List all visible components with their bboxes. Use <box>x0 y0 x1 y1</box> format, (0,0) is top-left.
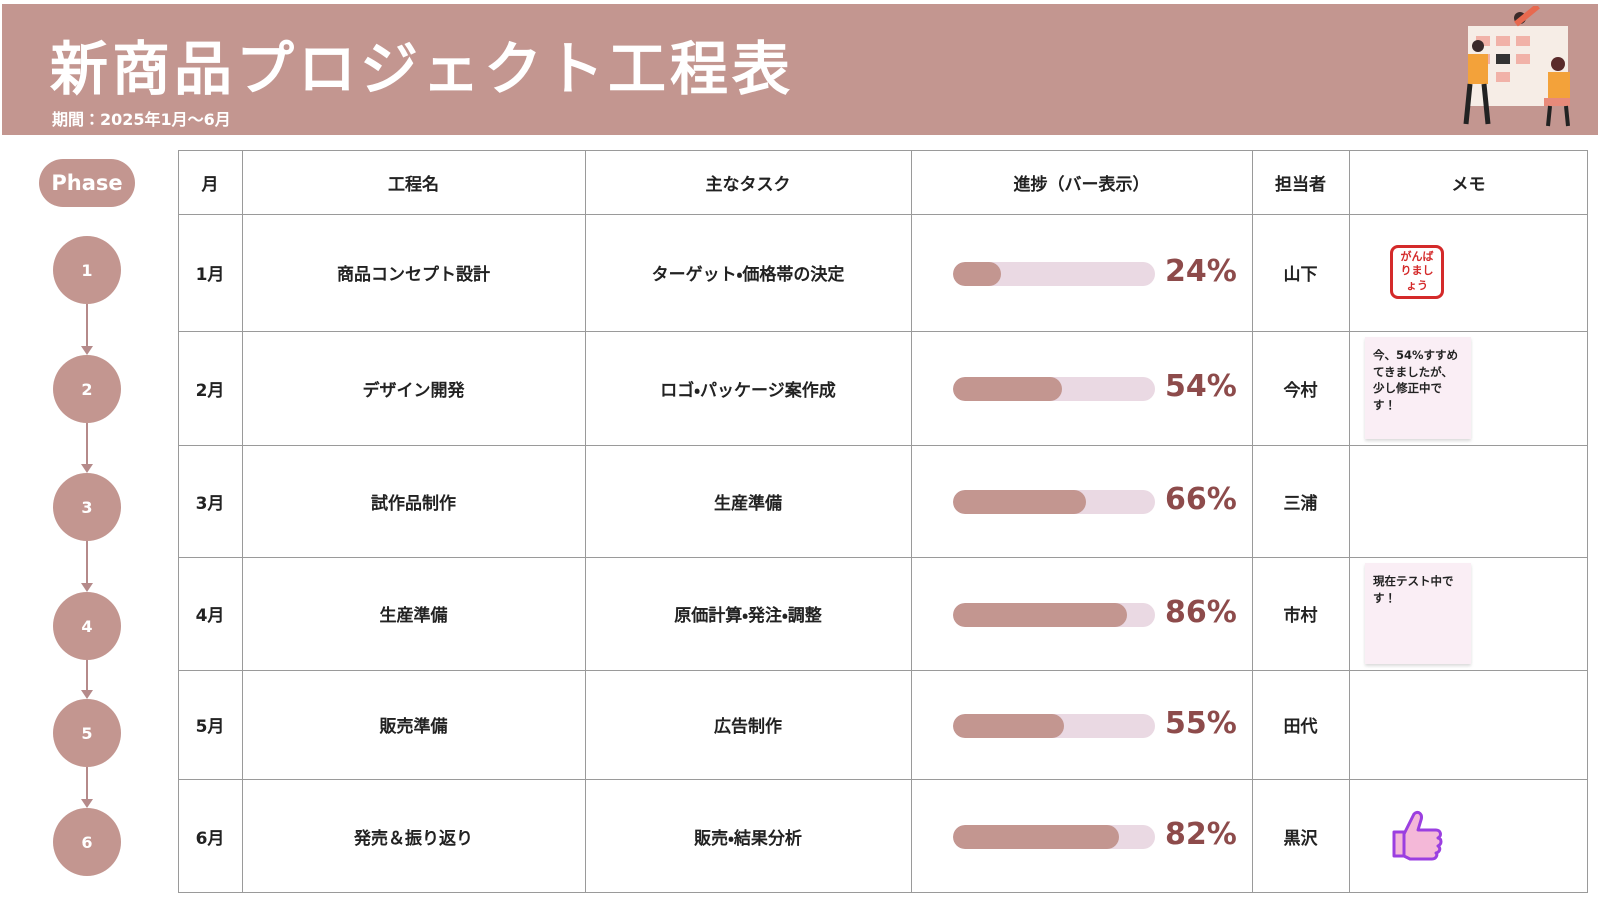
table-cell: 1月 <box>195 265 225 285</box>
phase-arrowhead <box>81 346 93 355</box>
table-cell: ターゲット・価格帯の決定 <box>651 265 845 285</box>
table-cell: 商品コンセプト設計 <box>337 265 490 285</box>
phase-label: Phase <box>39 159 135 207</box>
table-cell: 販売・結果分析 <box>694 828 802 849</box>
table-frame <box>178 150 1588 893</box>
phase-arrowhead <box>81 583 93 592</box>
table-cell: 3月 <box>195 493 225 514</box>
phase-step: 1 <box>53 236 121 304</box>
memo-note: 今、54%すすめてきましたが、少し修正中です！ <box>1365 337 1471 439</box>
title: 新商品プロジェクト工程表 <box>50 35 795 103</box>
column-header: 主なタスク <box>705 174 791 195</box>
progress-bar <box>953 713 1065 738</box>
table-cell: 原価計算・発注・調整 <box>674 606 822 626</box>
table-cell: 販売準備 <box>379 717 448 737</box>
memo-note: 現在テスト中です！ <box>1365 563 1471 664</box>
column-header: 進捗（バー表示） <box>1013 174 1150 195</box>
progress-bar <box>953 261 1002 286</box>
memo-stamp: がんばりましょう <box>1390 244 1444 299</box>
progress-track <box>953 377 1155 401</box>
progress-track <box>953 490 1155 514</box>
phase-step: 6 <box>53 808 121 876</box>
column-header: 月 <box>201 174 219 195</box>
phase-step: 2 <box>53 355 121 423</box>
row-line <box>178 445 1588 446</box>
table-cell: 生産準備 <box>379 606 448 626</box>
phase-step: 5 <box>53 699 121 767</box>
column-header: 工程名 <box>388 174 439 195</box>
table-cell: 2月 <box>195 380 225 401</box>
column-header: メモ <box>1451 174 1486 195</box>
table-cell: 山下 <box>1283 265 1318 285</box>
column-line <box>242 150 243 893</box>
period: 期間：2025年1月〜6月 <box>52 110 231 129</box>
table-cell: 黒沢 <box>1283 828 1318 849</box>
table-cell: 発売＆振り返り <box>354 828 473 849</box>
column-line <box>1252 150 1253 893</box>
progress-label: 54% <box>1165 369 1237 404</box>
progress-label: 86% <box>1165 594 1237 630</box>
row-line <box>178 214 1588 215</box>
phase-arrow <box>86 541 88 590</box>
table-cell: ロゴ・パッケージ案作成 <box>660 380 836 401</box>
table-cell: 4月 <box>195 606 225 626</box>
header <box>2 4 1598 135</box>
table-cell: 6月 <box>195 828 225 849</box>
phase-arrow <box>86 304 88 353</box>
phase-arrowhead <box>81 799 93 808</box>
progress-label: 66% <box>1165 482 1237 517</box>
phase-arrowhead <box>81 464 93 473</box>
phase-arrowhead <box>81 690 93 699</box>
phase-arrow <box>86 767 88 806</box>
phase-arrow <box>86 660 88 697</box>
phase-step: 4 <box>53 592 121 660</box>
phase-step: 3 <box>53 473 121 541</box>
memo-thumbs-up <box>1392 810 1443 861</box>
row-line <box>178 331 1588 332</box>
table-cell: 市村 <box>1283 606 1318 626</box>
table-cell: 田代 <box>1283 717 1318 737</box>
table-cell: デザイン開発 <box>362 380 465 401</box>
progress-track <box>953 261 1155 286</box>
column-line <box>1349 150 1350 893</box>
progress-label: 24% <box>1165 253 1237 289</box>
progress-bar <box>953 602 1127 627</box>
progress-track <box>953 825 1155 849</box>
row-line <box>178 670 1588 671</box>
row-line <box>178 779 1588 780</box>
table-cell: 今村 <box>1283 380 1318 401</box>
progress-bar <box>953 490 1087 514</box>
progress-bar <box>953 377 1063 401</box>
column-line <box>911 150 912 893</box>
column-header: 担当者 <box>1275 174 1326 195</box>
progress-track <box>953 602 1155 627</box>
illustration <box>1463 6 1570 127</box>
progress-label: 82% <box>1165 817 1237 852</box>
progress-track <box>953 713 1155 738</box>
column-line <box>585 150 586 893</box>
table-cell: 試作品制作 <box>371 493 456 514</box>
table-cell: 生産準備 <box>714 493 782 514</box>
phase-arrow <box>86 423 88 471</box>
progress-label: 55% <box>1165 705 1237 741</box>
row-line <box>178 557 1588 558</box>
table-cell: 三浦 <box>1283 493 1318 514</box>
progress-bar <box>953 825 1119 849</box>
table-cell: 広告制作 <box>714 717 782 737</box>
table-cell: 5月 <box>195 717 225 737</box>
